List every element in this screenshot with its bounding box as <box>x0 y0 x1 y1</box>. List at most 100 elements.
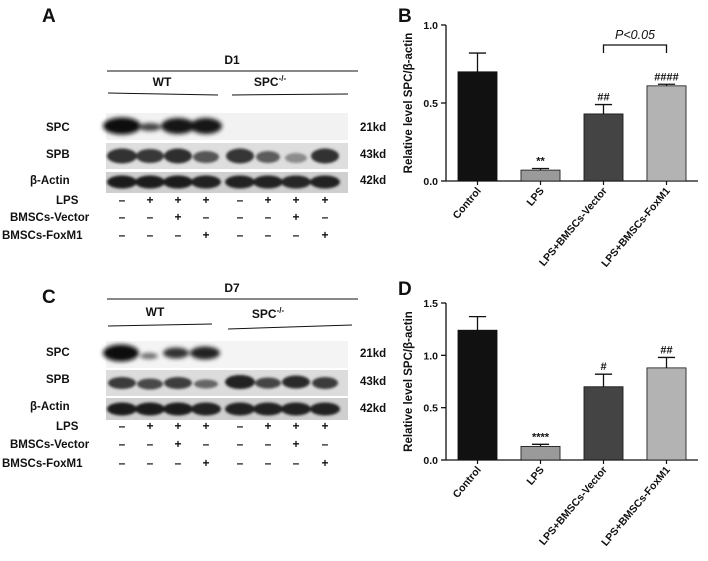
blot-a-sign-r2-lane3: + <box>174 210 181 224</box>
chart-b-bar-1 <box>457 71 498 182</box>
blot-a-row-label-spc: SPC <box>46 122 70 134</box>
blot-a-sign-r1-lane2: + <box>146 193 153 207</box>
blot-c-sign-r2-lane3: + <box>174 437 181 451</box>
blot-c-treatment-label-lps: LPS <box>56 421 79 433</box>
chart-b-bar-4 <box>646 85 687 182</box>
band-c-actin-8 <box>310 402 340 416</box>
panel-label-b: B <box>398 6 412 27</box>
blot-c-strip-actin <box>106 398 348 420</box>
band-c-spb-5 <box>225 375 255 389</box>
blot-c-sign-r3-lane3: – <box>175 456 182 470</box>
chart-b-significance-2: ** <box>536 156 545 168</box>
blot-a-sign-r2-lane6: – <box>265 210 272 224</box>
blot-a-sign-r3-lane5: – <box>237 228 244 242</box>
chart-d-category-label-1: Control <box>451 464 484 500</box>
panel-label-a: A <box>42 6 56 27</box>
band-a-spb-2 <box>136 149 164 163</box>
blot-c-row-label-actin: β-Actin <box>30 401 70 413</box>
blot-c-sign-r1-lane3: + <box>174 419 181 433</box>
band-c-spb-3 <box>164 377 192 389</box>
chart-d: 0.0 0.5 1.0 1.5 Relative level SPC/β-actin Co… <box>403 298 698 549</box>
band-c-actin-6 <box>253 402 283 416</box>
band-a-actin-3 <box>163 175 193 189</box>
chart-d-bar-2 <box>520 445 561 461</box>
chart-b-y-tick-label: 0.5 <box>423 98 438 110</box>
blot-c-sign-r3-lane7: – <box>293 456 300 470</box>
blot-a-sign-r1-lane5: – <box>237 193 244 207</box>
blot-a-sign-r1-lane4: + <box>202 193 209 207</box>
blot-c-sign-r1-lane7: + <box>292 419 299 433</box>
blot-c-row-label-spc: SPC <box>46 347 70 359</box>
blot-c-strip-spc <box>103 341 348 368</box>
blot-c-sign-r2-lane1: – <box>119 437 126 451</box>
band-c-actin-7 <box>281 402 311 416</box>
chart-d-significance-3: # <box>600 361 606 373</box>
blot-a-ko-name: SPC <box>254 75 279 89</box>
blot-c-day-label: D7 <box>224 281 240 295</box>
band-a-spc-3 <box>161 118 195 134</box>
band-a-actin-2 <box>135 175 165 189</box>
chart-b-comparison-bracket <box>602 44 668 53</box>
band-a-spb-7 <box>285 153 307 163</box>
chart-b: 0.0 0.5 1.0 Relative level SPC/β-actin Contr… <box>403 20 698 270</box>
band-a-spb-5 <box>226 148 254 164</box>
blot-a-ko-label: SPC-/- <box>254 74 287 89</box>
blot-a-size-labels: 21kd 43kd 42kd <box>360 122 386 187</box>
blot-a-treatment-label-vector: BMSCs-Vector <box>10 212 90 224</box>
blot-a-sign-r3-lane8: + <box>321 228 328 242</box>
blot-c-ko-sup: -/- <box>277 306 285 315</box>
blot-a-sign-r3-lane2: – <box>147 228 154 242</box>
blot-c-sign-r3-lane5: – <box>237 456 244 470</box>
chart-d-category-label-2: LPS <box>524 464 546 487</box>
blot-c-sign-r2-lane5: – <box>237 437 244 451</box>
panel-label-c: C <box>42 287 56 308</box>
blot-a-sign-r1-lane6: + <box>264 193 271 207</box>
blot-c-ko-name: SPC <box>252 307 277 321</box>
blot-c-row-labels: SPC SPB β-Actin <box>30 347 70 413</box>
blot-a-sign-r2-lane5: – <box>237 210 244 224</box>
chart-b-category-label-4: LPS+BMSCs-FoxM1 <box>599 185 673 269</box>
band-c-spc-1 <box>103 344 139 362</box>
blot-c-sign-r2-lane2: – <box>147 437 154 451</box>
band-c-spc-4 <box>190 346 220 360</box>
blot-a-treatment-label-lps: LPS <box>56 195 79 207</box>
band-c-spb-1 <box>108 377 136 389</box>
chart-b-category-label-1: Control <box>451 185 484 221</box>
blot-c-sign-r2-lane8: – <box>322 437 329 451</box>
blot-a-row-label-actin: β-Actin <box>30 175 70 187</box>
blot-c-size-spc: 21kd <box>360 348 386 360</box>
blot-c-size-actin: 42kd <box>360 403 386 415</box>
chart-b-y-tick-label: 1.0 <box>423 20 438 32</box>
chart-d-y-tick-label: 1.5 <box>423 298 438 310</box>
blot-a-size-spb: 43kd <box>360 149 386 161</box>
blot-c-size-labels: 21kd 43kd 42kd <box>360 348 386 415</box>
chart-d-bar-4 <box>646 367 687 461</box>
blot-c-sign-r3-lane4: + <box>202 456 209 470</box>
chart-b-category-label-2: LPS <box>524 185 546 208</box>
blot-a-sign-r2-lane4: – <box>203 210 210 224</box>
blot-c-sign-r3-lane8: + <box>321 456 328 470</box>
band-c-actin-5 <box>225 402 255 416</box>
blot-a-strip-spc <box>103 113 348 140</box>
chart-b-bar-2 <box>520 169 561 182</box>
blot-c-sign-r1-lane5: – <box>237 419 244 433</box>
blot-a-ko-sup: -/- <box>279 74 287 83</box>
band-c-spb-2 <box>137 378 163 390</box>
blot-a-sign-r2-lane7: + <box>292 210 299 224</box>
blot-a-sign-r3-lane3: – <box>175 228 182 242</box>
chart-d-bar-1 <box>457 329 498 461</box>
blot-a-strip-spb <box>106 143 348 169</box>
blot-c-sign-r2-lane7: + <box>292 437 299 451</box>
blot-c-strip-spb <box>106 370 348 396</box>
band-a-spb-3 <box>164 148 192 164</box>
band-a-actin-5 <box>225 175 255 189</box>
blot-a-row-label-spb: SPB <box>46 149 70 161</box>
blot-c-sign-r1-lane8: + <box>321 419 328 433</box>
chart-b-category-label-3: LPS+BMSCs-Vector <box>537 185 610 268</box>
chart-b-comparison-p-value: P<0.05 <box>615 28 655 42</box>
band-c-actin-4 <box>191 402 221 416</box>
chart-d-bar-3 <box>583 386 624 461</box>
band-c-spb-7 <box>282 375 310 389</box>
chart-d-y-tick-label: 0.5 <box>423 403 438 415</box>
